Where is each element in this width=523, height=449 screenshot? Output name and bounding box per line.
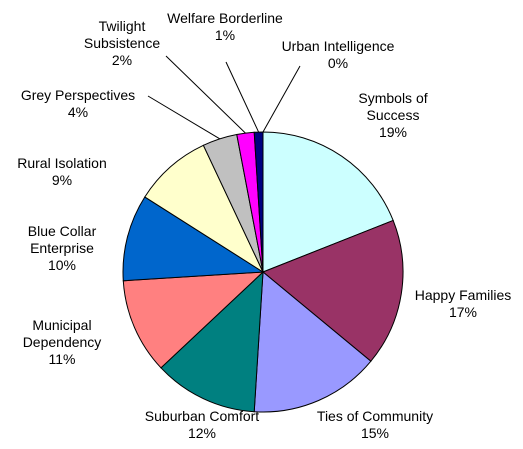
slice-label: Blue Collar Enterprise 10%: [7, 223, 117, 274]
category-label: Municipal Dependency: [22, 317, 102, 350]
category-label: Happy Families: [414, 287, 512, 303]
pie-slice: [144, 144, 265, 274]
value-label: 0%: [327, 55, 349, 71]
leader-line: [147, 95, 220, 140]
pie-slice: [160, 270, 264, 413]
value-label: 4%: [67, 104, 89, 120]
category-label: Symbols of Success: [358, 90, 428, 123]
value-label: 9%: [51, 172, 73, 188]
category-label: Rural Isolation: [17, 155, 107, 171]
value-label: 15%: [360, 425, 390, 441]
category-label: Urban Intelligence: [281, 38, 395, 54]
slice-label: Urban Intelligence 0%: [258, 38, 418, 72]
value-label: 2%: [111, 52, 133, 68]
slice-label: Municipal Dependency 11%: [7, 317, 117, 368]
slice-label: Suburban Comfort 12%: [127, 408, 277, 442]
pie-slice: [262, 219, 404, 362]
slice-label: Welfare Borderline 1%: [150, 10, 300, 44]
slice-label: Twilight Subsistence 2%: [72, 18, 172, 69]
pie-slice: [122, 196, 265, 282]
leader-line: [165, 55, 246, 134]
leader-line: [262, 65, 301, 133]
slice-label: Happy Families 17%: [403, 287, 523, 321]
category-label: Twilight Subsistence: [83, 18, 161, 51]
slice-label: Symbols of Success 19%: [343, 90, 443, 141]
category-label: Suburban Comfort: [144, 408, 260, 424]
leader-line: [225, 61, 260, 133]
value-label: 12%: [187, 425, 217, 441]
category-label: Grey Perspectives: [20, 87, 136, 103]
pie-slice: [262, 131, 394, 273]
value-label: 10%: [47, 257, 77, 273]
pie-slice: [122, 271, 265, 369]
pie-slice: [253, 270, 372, 413]
category-label: Welfare Borderline: [167, 10, 283, 26]
slice-label: Rural Isolation 9%: [2, 155, 122, 189]
category-label: Ties of Community: [316, 408, 434, 424]
value-label: 17%: [448, 304, 478, 320]
category-label: Blue Collar Enterprise: [27, 223, 97, 256]
value-label: 19%: [378, 124, 408, 140]
value-label: 1%: [214, 27, 236, 43]
slice-label: Ties of Community 15%: [300, 408, 450, 442]
value-label: 11%: [48, 351, 76, 367]
slice-label: Grey Perspectives 4%: [3, 87, 153, 121]
